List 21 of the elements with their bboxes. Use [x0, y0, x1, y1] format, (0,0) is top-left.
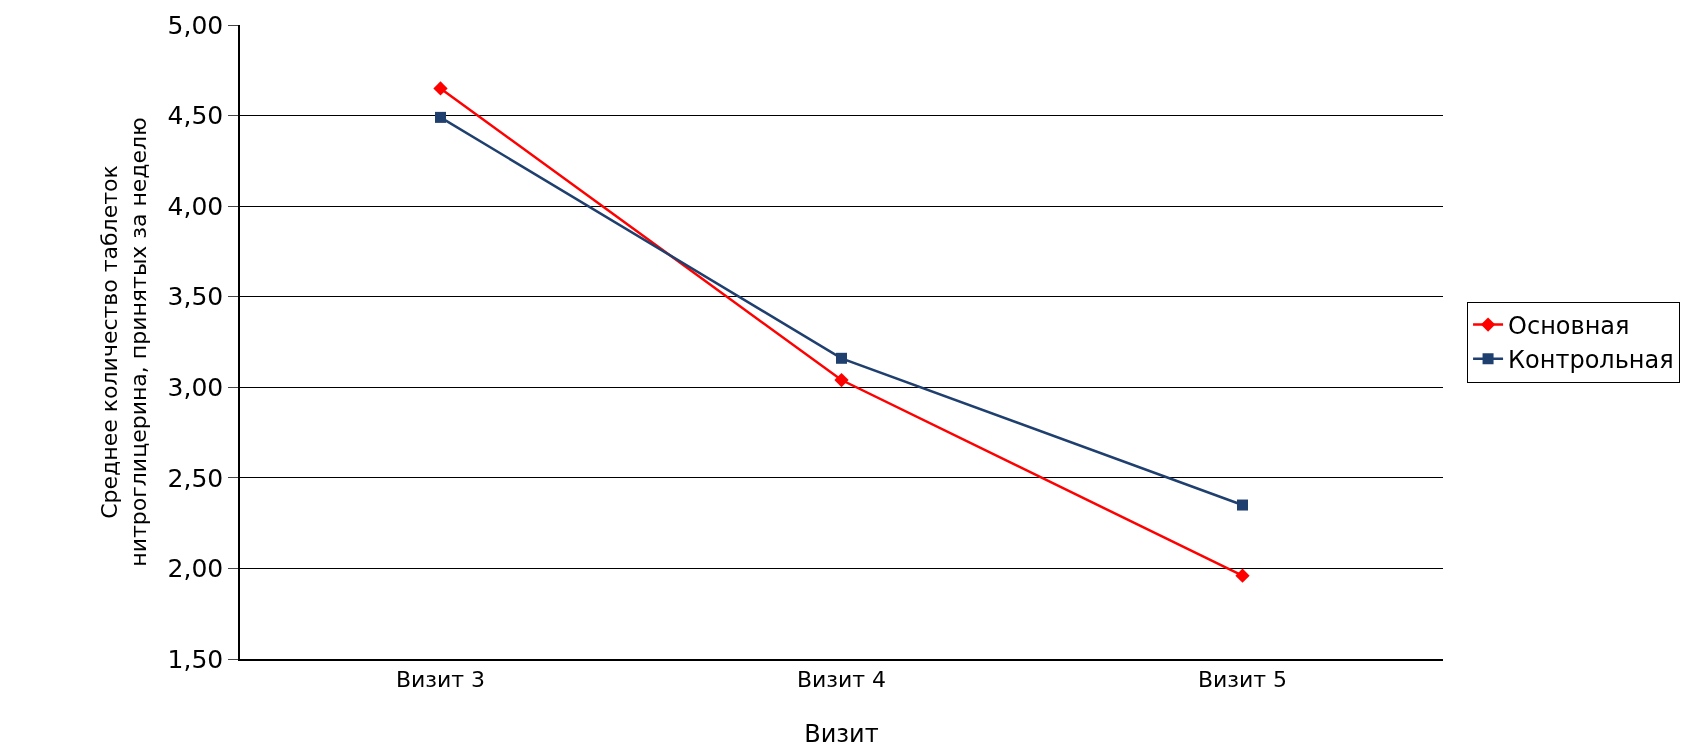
y-tick-label: 4,50 [167, 101, 224, 131]
point [435, 111, 446, 123]
point [1235, 568, 1250, 583]
point [1237, 499, 1248, 511]
y-tick-label: 5,00 [167, 10, 224, 40]
y-tick-label: 3,00 [167, 373, 224, 403]
point [834, 372, 849, 388]
x-tick-label: Визит 4 [796, 667, 887, 693]
y-axis-title: Среднее количество таблеток нитроглицерина, принятых за неделю [97, 117, 151, 567]
legend-label: Контрольная [1508, 346, 1674, 375]
y-tick-label: 1,50 [167, 644, 224, 674]
x-tick-label: Визит 5 [1197, 667, 1288, 693]
point [836, 352, 847, 364]
legend-label: Основная [1508, 311, 1630, 340]
y-tick-label: 4,00 [167, 191, 224, 221]
y-tick-label: 2,50 [167, 463, 224, 493]
x-axis-title: Визит [804, 719, 879, 748]
y-tick-label: 2,00 [167, 554, 224, 584]
point [433, 81, 448, 96]
x-tick-label: Визит 3 [395, 667, 486, 693]
y-tick-label: 3,50 [167, 282, 224, 312]
